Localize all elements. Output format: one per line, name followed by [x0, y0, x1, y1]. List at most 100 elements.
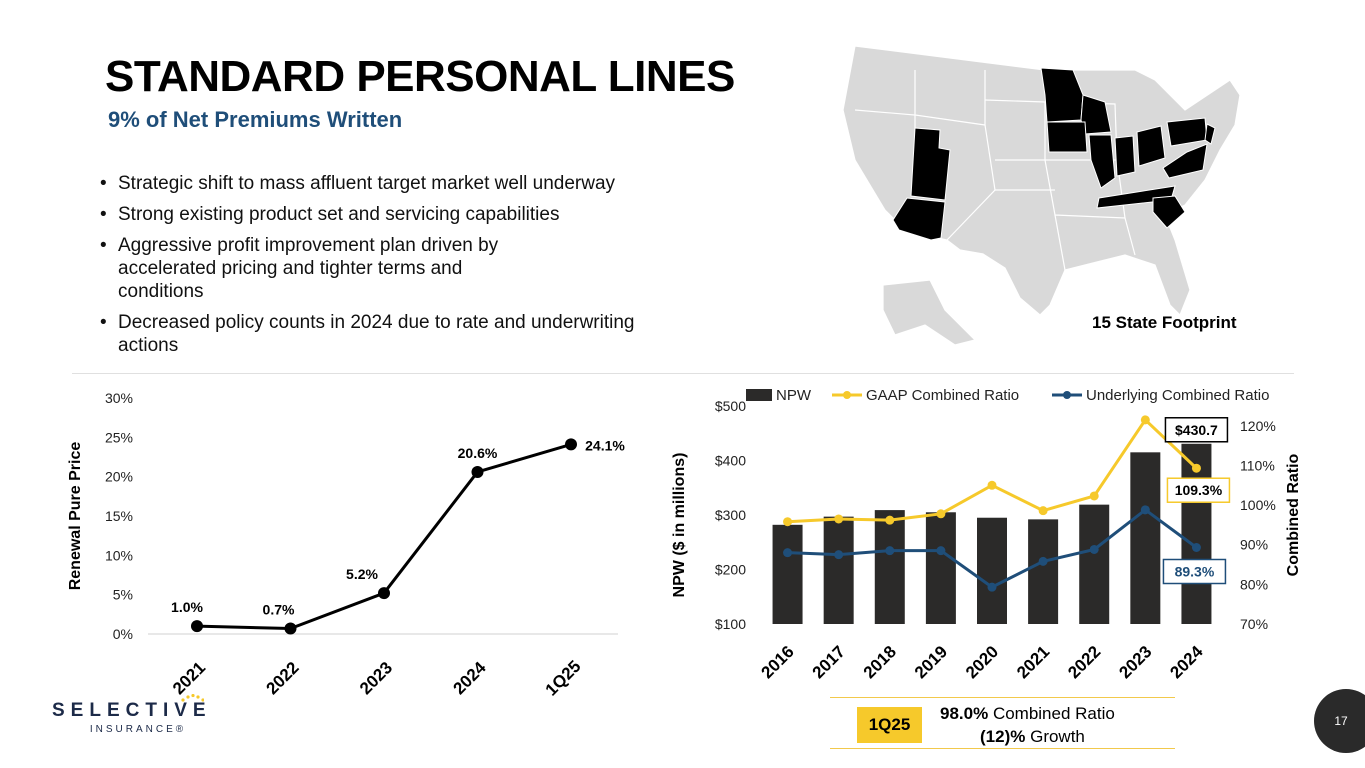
footprint-states — [892, 67, 1216, 241]
underlying-point — [987, 582, 997, 592]
state-ohio — [1136, 125, 1166, 167]
y2-tick-label: 90% — [1240, 537, 1268, 553]
gaap-point — [1089, 491, 1099, 501]
y-tick-label: 25% — [105, 429, 133, 445]
y2-tick-label: 110% — [1240, 457, 1275, 473]
map-caption: 15 State Footprint — [1092, 313, 1237, 332]
npw-bar — [772, 524, 803, 624]
data-label: 5.2% — [346, 566, 378, 582]
data-point — [471, 465, 484, 478]
y2-tick-label: 100% — [1240, 497, 1276, 513]
underlying-point — [885, 546, 895, 556]
y-tick-label: 5% — [113, 587, 133, 603]
callout-label: $430.7 — [1175, 422, 1218, 438]
x-tick-label: 2019 — [911, 642, 951, 682]
npw-bar — [1181, 443, 1212, 624]
underlying-point — [1089, 544, 1099, 554]
state-arizona — [892, 197, 946, 241]
y-tick-label: 0% — [113, 626, 133, 642]
y-axis-title: NPW ($ in millions) — [671, 453, 688, 598]
legend-swatch-npw — [746, 389, 772, 401]
npw-bar — [925, 512, 956, 624]
x-tick-label: 2022 — [263, 658, 303, 698]
state-iowa — [1046, 121, 1088, 153]
legend-label: Underlying Combined Ratio — [1086, 387, 1269, 404]
x-tick-label: 2023 — [356, 658, 396, 698]
legend-label: GAAP Combined Ratio — [866, 387, 1019, 404]
bullet-item: Strong existing product set and servicin… — [98, 203, 698, 226]
y-tick-label: $100 — [715, 616, 746, 632]
data-point — [284, 622, 297, 635]
y-tick-label: $200 — [715, 562, 746, 578]
q1-badge: 1Q25 — [857, 707, 922, 743]
underlying-point — [1140, 505, 1150, 515]
y-tick-label: $400 — [715, 453, 746, 469]
x-tick-label: 2020 — [962, 642, 1002, 682]
bullet-item: Decreased policy counts in 2024 due to r… — [98, 311, 688, 357]
data-point — [191, 620, 203, 633]
gaap-point — [834, 514, 844, 524]
x-tick-label: 2023 — [1115, 642, 1155, 682]
npw-bar — [823, 516, 854, 624]
data-label: 24.1% — [585, 437, 625, 453]
x-tick-label: 2022 — [1064, 642, 1104, 682]
renewal-pure-price-chart: 0% 5% 10% 15% 20% 25% 30% Renewal Pure Price 1.0… — [67, 390, 625, 700]
state-newjersey — [1204, 123, 1216, 145]
logo-star-icon — [181, 694, 204, 702]
q1-summary-box: 1Q25 98.0% Combined Ratio (12)% Growth — [830, 697, 1175, 749]
us-footprint-map — [842, 45, 1241, 346]
logo-name: SELECTIVE — [52, 700, 212, 721]
section-divider — [72, 373, 1294, 374]
data-label: 20.6% — [458, 445, 498, 461]
underlying-point — [834, 550, 844, 560]
npw-combined-ratio-chart: $100 $200 $300 $400 $500 70% 80% 90% 100% 110% 120… — [671, 387, 1302, 683]
gaap-point — [885, 515, 895, 525]
page-number: 17 — [1314, 689, 1365, 753]
x-tick-label: 2017 — [809, 642, 849, 682]
data-label: 0.7% — [263, 601, 295, 617]
data-label: 1.0% — [171, 599, 203, 615]
x-tick-label: 2024 — [1166, 642, 1207, 683]
callout-label: 89.3% — [1175, 564, 1215, 580]
underlying-point — [1191, 543, 1201, 553]
callout-box — [1162, 558, 1227, 585]
legend-marker-gaap — [843, 391, 851, 399]
y-tick-label: 20% — [105, 469, 133, 485]
underlying-point — [1038, 556, 1048, 566]
underlying-point — [936, 546, 946, 556]
underlying-point — [783, 548, 793, 558]
gaap-point — [1140, 415, 1150, 425]
legend-marker-underlying — [1063, 391, 1071, 399]
state-maryland-virginia — [1162, 143, 1208, 179]
y-tick-label: $300 — [715, 507, 746, 523]
logo-subtext: INSURANCE® — [89, 724, 187, 735]
state-indiana — [1114, 135, 1136, 177]
npw-bar — [977, 517, 1007, 624]
x-tick-label: 2016 — [758, 642, 798, 682]
npw-bar — [1079, 504, 1110, 624]
gaap-point — [1038, 506, 1048, 516]
y2-tick-label: 120% — [1240, 418, 1276, 434]
y-tick-label: 10% — [105, 547, 133, 563]
gaap-point — [987, 480, 997, 490]
y2-axis-title: Combined Ratio — [1285, 453, 1302, 576]
npw-bar — [1028, 519, 1059, 624]
y-axis-title: Renewal Pure Price — [67, 442, 84, 591]
callout-box — [1164, 417, 1229, 443]
x-tick-label: 2021 — [1013, 642, 1053, 682]
npw-bar — [1130, 452, 1161, 624]
y2-tick-label: 80% — [1240, 576, 1268, 592]
callout-box — [1166, 477, 1231, 503]
y-tick-label: $500 — [715, 398, 746, 414]
page-subtitle: 9% of Net Premiums Written — [108, 107, 403, 132]
y-tick-label: 30% — [105, 390, 133, 406]
growth-summary: (12)% Growth — [980, 727, 1085, 747]
gaap-point — [1191, 463, 1201, 473]
combined-ratio-value: 98.0% — [940, 704, 989, 723]
data-point — [378, 587, 390, 600]
company-logo: SELECTIVE INSURANCE® — [52, 694, 212, 735]
bullet-list: Strategic shift to mass affluent target … — [98, 172, 698, 365]
gaap-point — [783, 517, 793, 527]
y2-tick-label: 70% — [1240, 616, 1268, 632]
y-tick-label: 15% — [105, 508, 133, 524]
